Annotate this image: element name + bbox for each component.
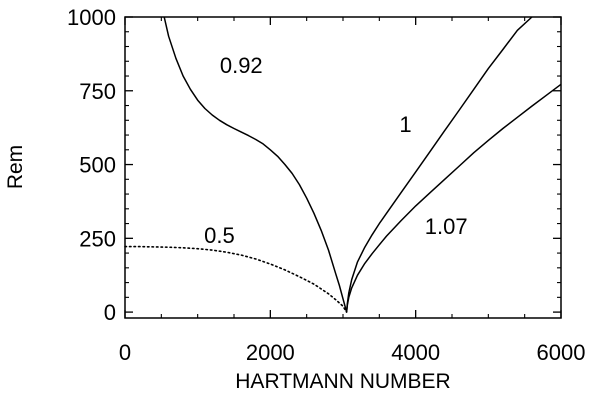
- tick-labels: 0 2000 4000 6000 0 250 500 750 1000: [67, 5, 585, 365]
- series-line-1-07: [345, 83, 562, 313]
- series-line-1: [345, 16, 533, 313]
- y-tick-label: 250: [79, 226, 116, 251]
- x-axis-title: HARTMANN NUMBER: [235, 370, 450, 393]
- series-line-0-92: [163, 16, 348, 313]
- x-tick-label: 0: [119, 340, 131, 365]
- x-tick-label: 2000: [246, 340, 295, 365]
- y-tick-label: 0: [104, 300, 116, 325]
- series-label-0-92: 0.92: [220, 53, 263, 78]
- plot-border: [124, 16, 562, 319]
- x-tick-label: 4000: [391, 340, 440, 365]
- y-tick-label: 500: [79, 153, 116, 178]
- x-tick-label: 6000: [537, 340, 586, 365]
- y-tick-label: 1000: [67, 5, 116, 30]
- series-label-0-5: 0.5: [204, 223, 235, 248]
- y-tick-label: 750: [79, 79, 116, 104]
- axis-ticks: [124, 16, 562, 318]
- series-lines: [124, 16, 562, 313]
- plot-area: [124, 16, 562, 319]
- series-line-0-5: [124, 245, 348, 313]
- series-labels: 0.92 1 1.07 0.5: [204, 53, 467, 248]
- y-axis-title: Rem: [4, 145, 27, 189]
- series-label-1: 1: [399, 112, 411, 137]
- series-label-1-07: 1.07: [425, 214, 468, 239]
